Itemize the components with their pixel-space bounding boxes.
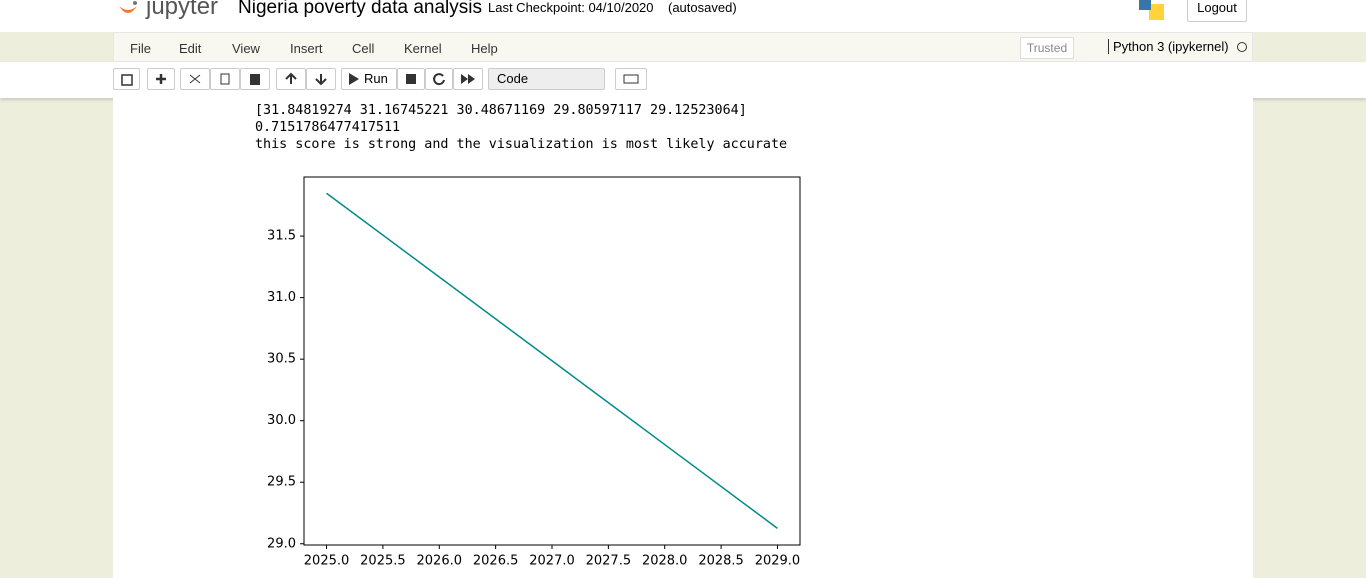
run-button[interactable]: Run [341,68,397,90]
notebook-title[interactable]: Nigeria poverty data analysis [238,0,482,18]
trusted-indicator[interactable]: Trusted [1020,37,1074,59]
copy-button[interactable] [210,68,240,90]
menu-item[interactable]: Cell [352,41,375,56]
move-up-button[interactable] [276,68,306,90]
x-tick-label: 2027.0 [529,554,575,569]
y-tick-label: 30.0 [267,413,296,428]
kernel-status [1237,42,1247,52]
keyboard-button[interactable] [615,68,647,90]
data-line [326,192,778,529]
stop-button[interactable] [397,68,425,90]
x-tick-label: 2026.0 [417,554,463,569]
autosaved: (autosaved) [668,0,737,15]
x-tick-label: 2025.5 [360,554,406,569]
y-tick-label: 29.0 [267,536,296,551]
python-logo [1139,0,1164,20]
checkpoint: Last Checkpoint: 04/10/2020 [488,0,654,15]
y-tick-label: 30.5 [267,352,296,367]
logout-button[interactable]: Logout [1187,0,1247,22]
x-tick-label: 2028.0 [642,554,688,569]
output-line: this score is strong and the visualizati… [255,137,788,152]
output-line: [31.84819274 31.16745221 30.48671169 29.… [255,103,747,118]
notebook-panel [113,98,1253,578]
restart-run-all-button[interactable] [453,68,483,90]
menu-item[interactable]: File [130,41,151,56]
header: jupyter Nigeria poverty data analysis La… [0,0,1366,32]
logo-icon [119,1,137,13]
insert-button[interactable] [147,68,175,90]
y-tick-label: 29.5 [267,475,296,490]
menu-item[interactable]: Edit [179,41,202,56]
logo-text[interactable]: jupyter [146,0,219,20]
x-tick-label: 2025.0 [304,554,350,569]
paste-button[interactable] [240,68,270,90]
menu-item[interactable]: Insert [290,41,323,56]
x-tick-label: 2026.5 [473,554,518,569]
y-tick-label: 31.5 [267,229,296,244]
kernel-name: Python 3 (ipykernel) [1108,39,1229,54]
save-button[interactable] [113,68,140,90]
cell-type-select[interactable]: Code [488,68,605,90]
x-tick-label: 2028.5 [698,554,744,569]
x-tick-label: 2027.5 [586,554,632,569]
menu-item[interactable]: Help [471,41,498,56]
menu-item[interactable]: Kernel [404,41,442,56]
menu-item[interactable]: View [232,41,260,56]
x-tick-label: 2029.0 [755,554,801,569]
cut-button[interactable] [180,68,210,90]
restart-button[interactable] [425,68,453,90]
menubar: File Edit View Insert Cell Kernel Help T… [113,32,1253,62]
move-down-button[interactable] [306,68,336,90]
chart: 29.0 29.5 30.0 30.5 31.0 31.5 2025.0 2025.5 2026… [267,176,801,569]
run-label: Run [364,71,388,86]
y-tick-label: 31.0 [267,290,296,305]
output-line: 0.7151786477417511 [255,120,401,135]
